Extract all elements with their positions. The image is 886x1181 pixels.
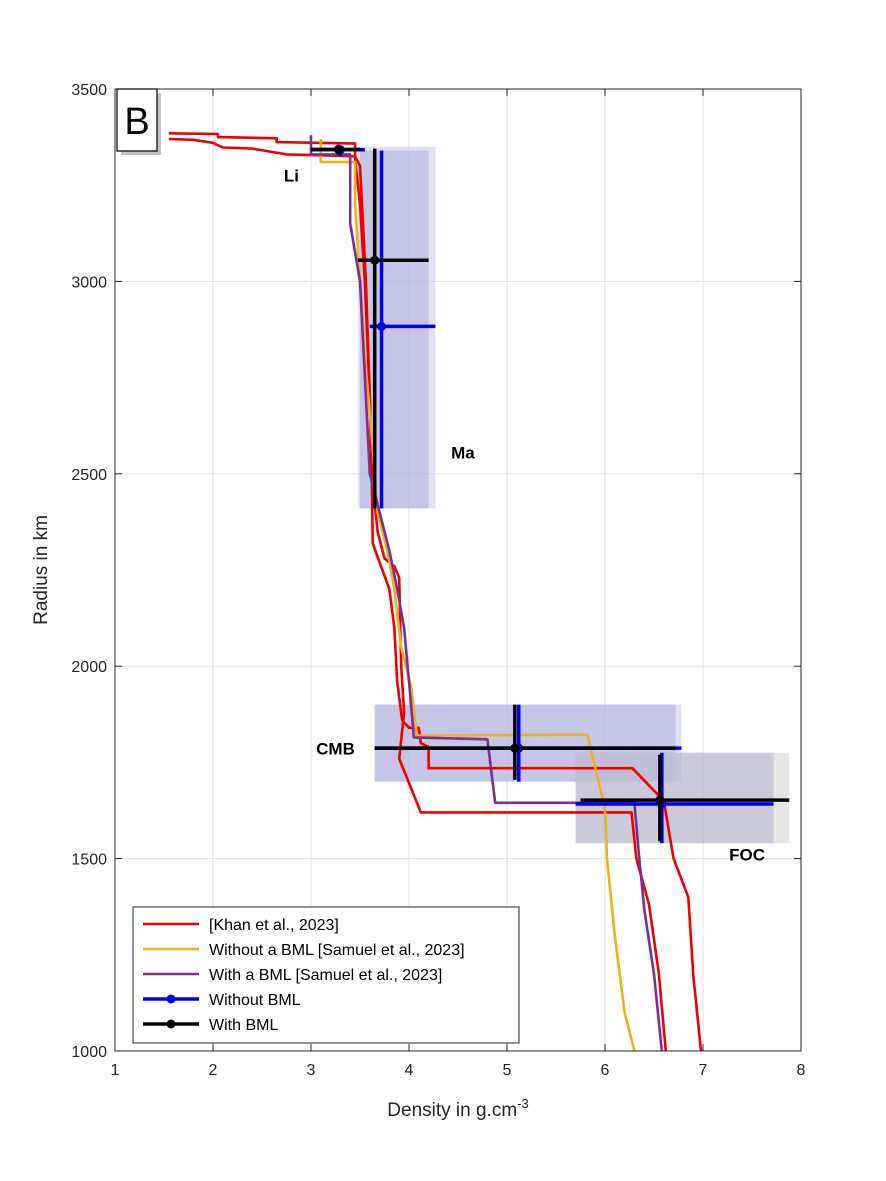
- region-label: CMB: [316, 740, 355, 759]
- legend: [Khan et al., 2023] Without a BML [Samuel…: [132, 906, 520, 1044]
- x-axis-title: Density in g.cm-3: [387, 1096, 528, 1121]
- region-label: Li: [284, 166, 299, 185]
- y-tick-label: 2000: [71, 659, 107, 676]
- legend-marker: [166, 1019, 176, 1029]
- x-tick-label: 8: [797, 1062, 806, 1079]
- legend-label: Without a BML [Samuel et al., 2023]: [209, 942, 465, 959]
- region-label: Ma: [451, 443, 475, 462]
- x-tick-label: 2: [209, 1062, 218, 1079]
- panel-label-box: B: [116, 88, 161, 155]
- legend-label: Without BML: [209, 992, 301, 1009]
- estimate-point: [370, 255, 380, 265]
- x-axis-title-superscript: -3: [517, 1096, 529, 1111]
- profile-line: [319, 139, 636, 1051]
- legend-label: With a BML [Samuel et al., 2023]: [209, 967, 442, 984]
- axis-ticks: 1 2 3 4 5 6 7 8 1000 1500 2000 2500 3000 3500: [71, 82, 805, 1079]
- x-tick-label: 6: [601, 1062, 610, 1079]
- legend-marker: [166, 994, 176, 1004]
- x-tick-label: 1: [111, 1062, 120, 1079]
- estimate-point: [510, 743, 520, 753]
- estimate-point: [655, 795, 665, 805]
- x-tick-label: 7: [699, 1062, 708, 1079]
- legend-label: With BML: [209, 1017, 278, 1034]
- estimate-points: [311, 144, 790, 844]
- panel-label: B: [124, 101, 149, 143]
- region-labels: Li Ma CMB FOC: [284, 166, 765, 864]
- x-tick-label: 5: [503, 1062, 512, 1079]
- region-label: FOC: [729, 846, 765, 865]
- estimate-point: [333, 144, 343, 154]
- x-axis-title-text: Density in g.cm: [387, 1100, 517, 1121]
- legend-label: [Khan et al., 2023]: [209, 917, 339, 934]
- estimate-point: [377, 321, 387, 331]
- y-axis-title: Radius in km: [31, 515, 52, 625]
- x-tick-label: 4: [405, 1062, 414, 1079]
- y-tick-label: 2500: [71, 467, 107, 484]
- profile-line: [309, 135, 664, 1051]
- x-tick-label: 3: [307, 1062, 316, 1079]
- y-tick-label: 1500: [71, 852, 107, 869]
- y-tick-label: 3000: [71, 274, 107, 291]
- y-tick-label: 3500: [71, 82, 107, 99]
- y-tick-label: 1000: [71, 1044, 107, 1061]
- profile-line: [168, 132, 703, 1051]
- axes-frame: [114, 88, 802, 1052]
- uncertainty-band: [575, 752, 790, 844]
